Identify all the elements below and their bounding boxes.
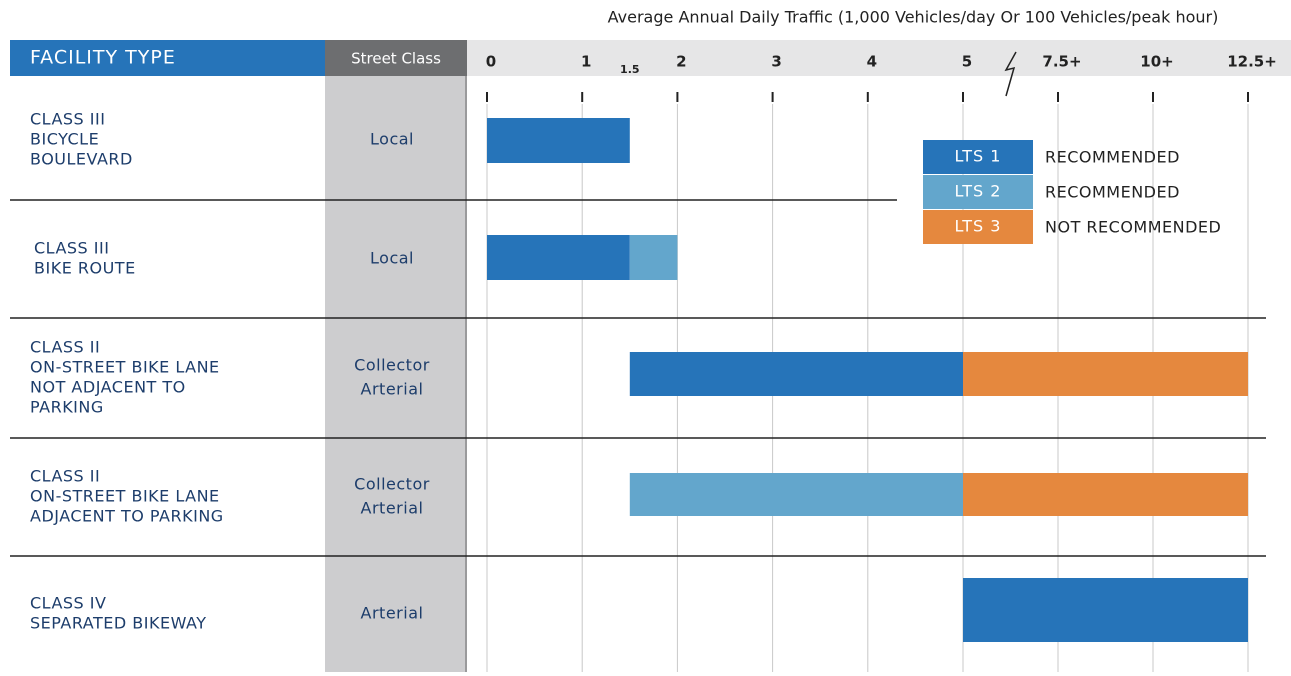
- x-tick-label: 4: [867, 53, 877, 71]
- facility-label: BICYCLE: [30, 130, 99, 149]
- legend-text: RECOMMENDED: [1045, 183, 1180, 202]
- street-class: Arterial: [361, 380, 424, 399]
- facility-label: NOT ADJACENT TO: [30, 378, 186, 397]
- x-tick-label: 3: [771, 53, 781, 71]
- legend-name: LTS 3: [955, 217, 1002, 236]
- bar-segment: [629, 473, 963, 516]
- legend-name: LTS 1: [955, 147, 1002, 166]
- bar-segment: [629, 352, 963, 396]
- legend-swatch: [923, 175, 1033, 209]
- x-tick-label: 2: [676, 53, 686, 71]
- chart-title: Average Annual Daily Traffic (1,000 Vehi…: [608, 8, 1219, 27]
- street-class: Arterial: [361, 604, 424, 623]
- legend-text: NOT RECOMMENDED: [1045, 218, 1221, 237]
- bar-segment: [963, 352, 1248, 396]
- class-column: [325, 76, 467, 672]
- facility-label: CLASS III: [34, 239, 109, 258]
- facility-label: BIKE ROUTE: [34, 259, 136, 278]
- bar-segment: [629, 235, 678, 280]
- x-tick-label: 10+: [1140, 53, 1173, 71]
- facility-label: ADJACENT TO PARKING: [30, 507, 224, 526]
- facility-label: ON-STREET BIKE LANE: [30, 487, 220, 506]
- x-tick-label: 1: [581, 53, 591, 71]
- facility-label: CLASS II: [30, 338, 100, 357]
- axis-break: [1004, 51, 1017, 97]
- class-header-bg: [325, 40, 467, 76]
- bar-segment: [963, 473, 1248, 516]
- x-tick-label: 1.5: [620, 63, 640, 76]
- axis-band: [467, 40, 1291, 76]
- facility-header-bg: [10, 40, 325, 76]
- facility-label: CLASS III: [30, 110, 105, 129]
- legend-swatch: [923, 140, 1033, 174]
- x-tick-label: 12.5+: [1227, 53, 1277, 71]
- street-class: Collector: [354, 356, 430, 375]
- bar-segment: [487, 118, 630, 163]
- street-class: Arterial: [361, 499, 424, 518]
- street-class: Local: [370, 130, 414, 149]
- facility-label: BOULEVARD: [30, 150, 133, 169]
- class-header: Street Class: [351, 50, 441, 68]
- facility-label: SEPARATED BIKEWAY: [30, 614, 207, 633]
- x-tick-label: 7.5+: [1042, 53, 1081, 71]
- x-tick-label: 5: [962, 53, 972, 71]
- bar-segment: [487, 235, 630, 280]
- legend-text: RECOMMENDED: [1045, 148, 1180, 167]
- bar-segment: [963, 578, 1248, 642]
- street-class: Local: [370, 249, 414, 268]
- facility-header: FACILITY TYPE: [30, 47, 176, 69]
- facility-label: CLASS II: [30, 467, 100, 486]
- x-tick-label: 0: [486, 53, 496, 71]
- facility-label: PARKING: [30, 398, 104, 417]
- legend-swatch: [923, 210, 1033, 244]
- facility-label: CLASS IV: [30, 594, 106, 613]
- facility-label: ON-STREET BIKE LANE: [30, 358, 220, 377]
- legend-name: LTS 2: [955, 182, 1002, 201]
- street-class: Collector: [354, 475, 430, 494]
